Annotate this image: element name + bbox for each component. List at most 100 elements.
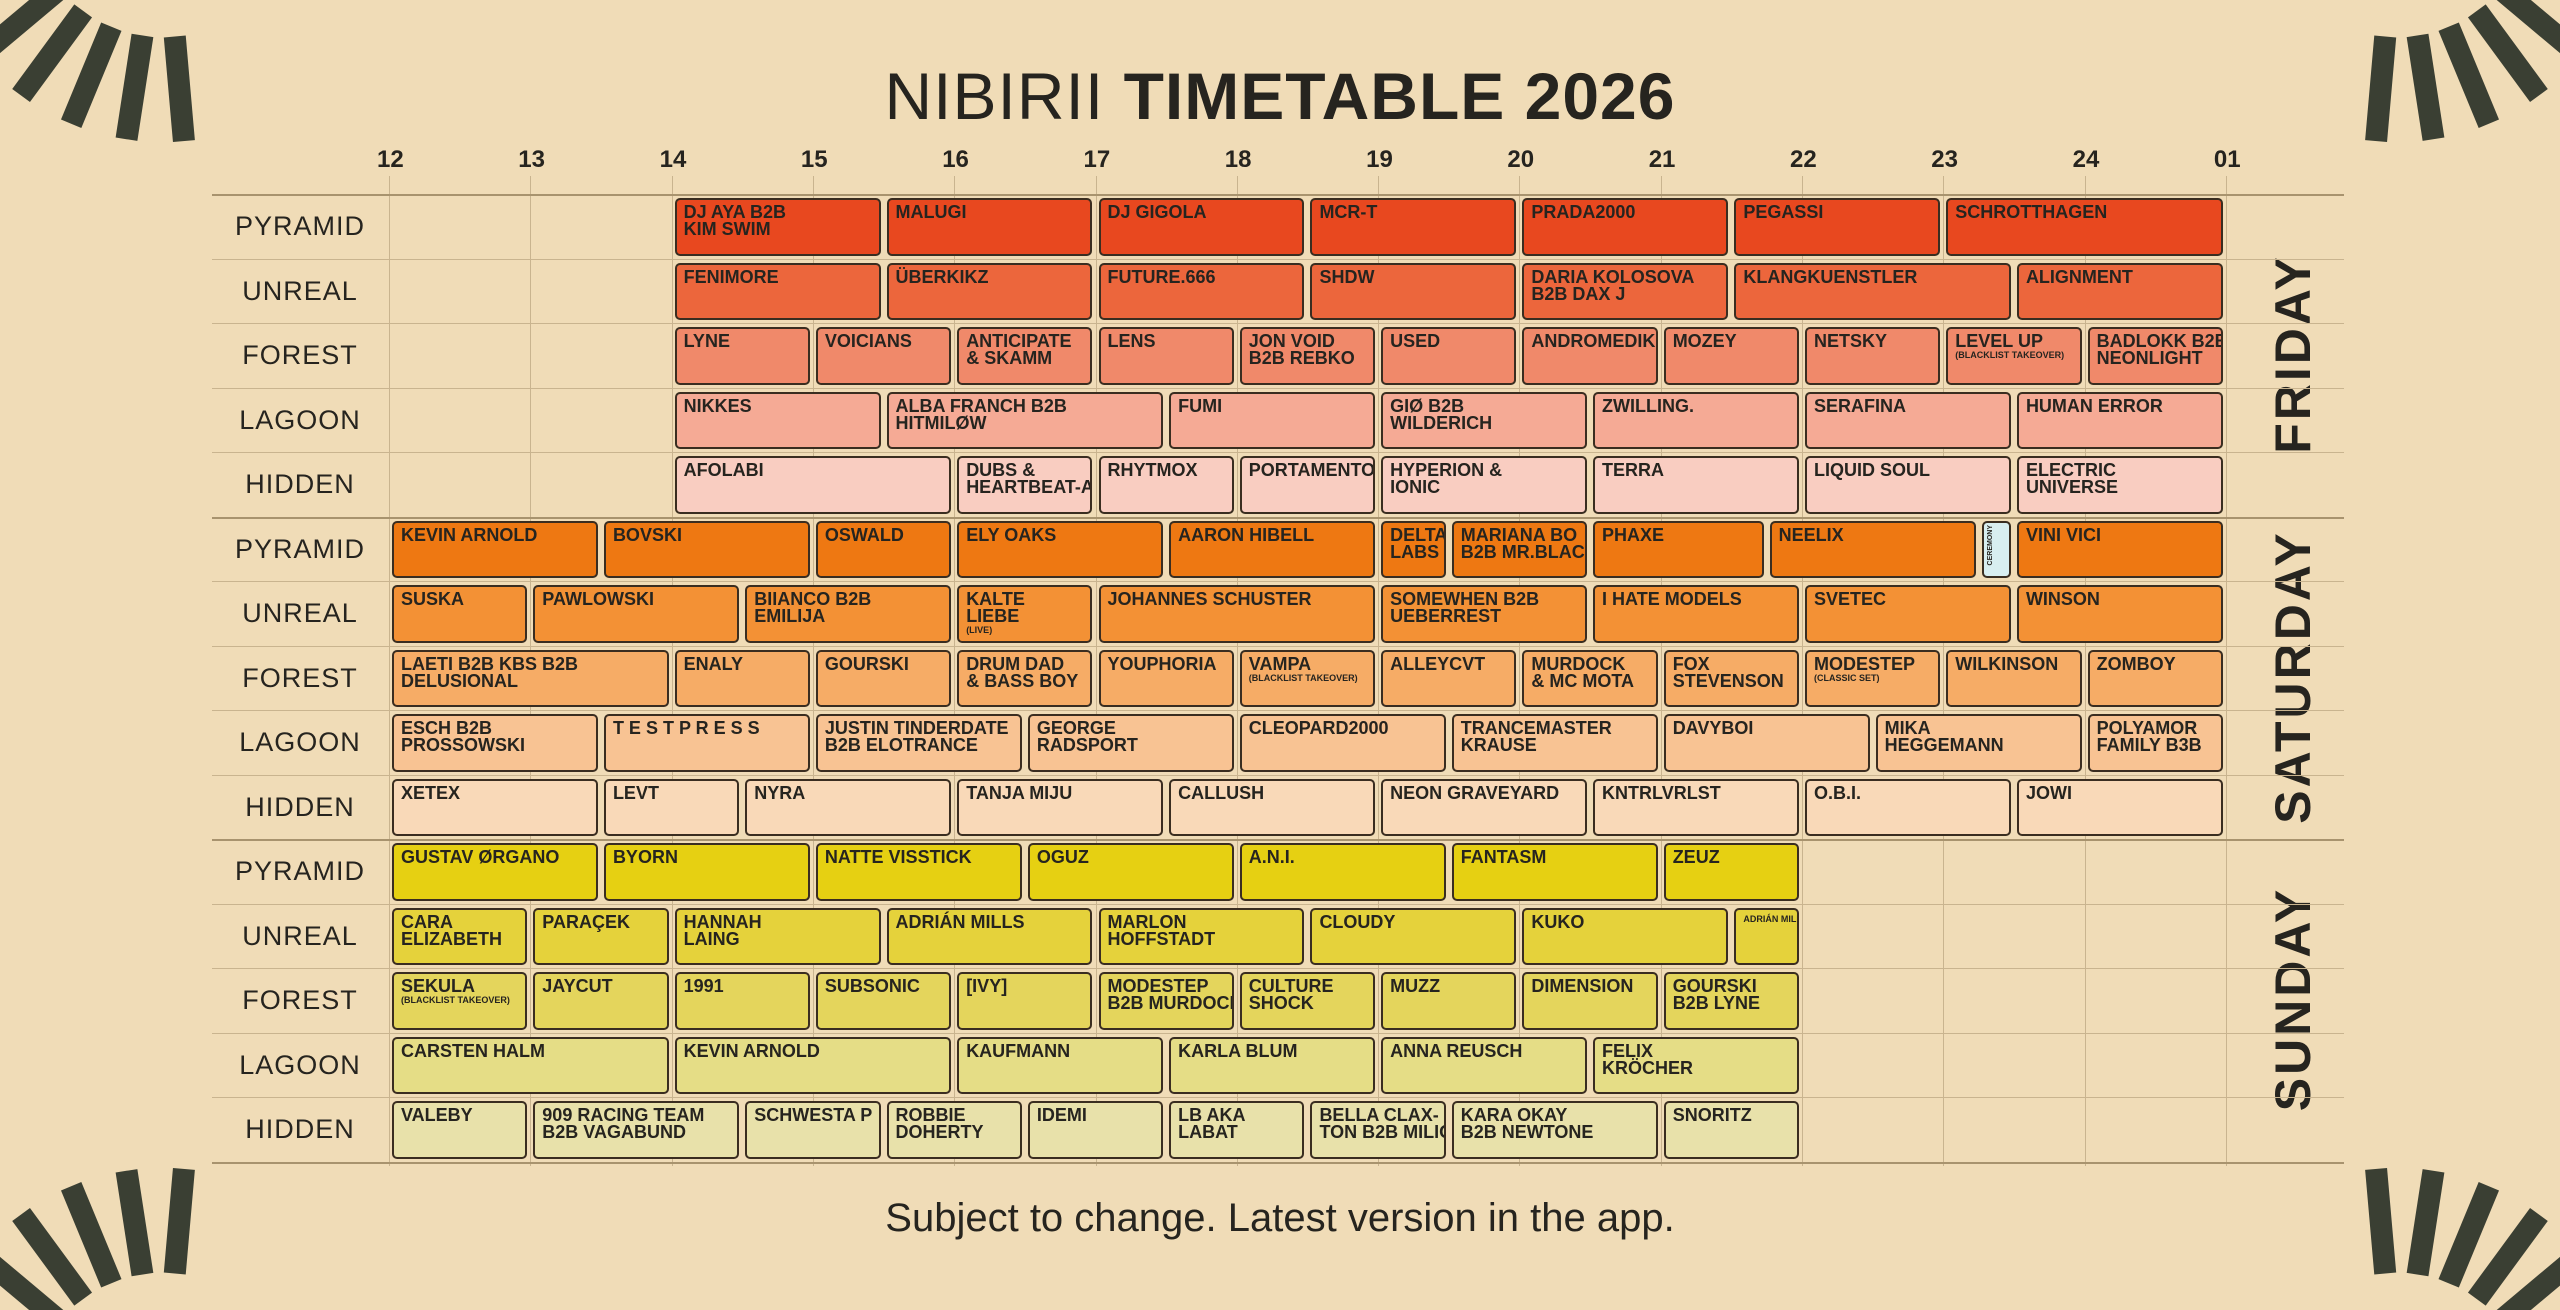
artist-name: B2B REBKO [1248,348,1355,368]
artist-name: STEVENSON [1672,670,1784,691]
set-block: CARA ELIZABETH [392,907,528,965]
artist-name: GEORGE [1036,718,1116,738]
artist-name: KNTRLVRLST [1602,782,1721,803]
set-block: XETEX [392,778,598,836]
set-block: FOX STEVENSON [1663,649,1799,707]
artist-name: LB AKA [1178,1105,1246,1125]
set-block: KARA OKAY B2B NEWTONE [1451,1101,1658,1159]
artist-name: LENS [1107,331,1156,351]
artist-name: TON B2B MILION [1319,1122,1443,1142]
stage-label: FOREST [242,662,358,693]
set-block: VINI VICI [2016,520,2223,578]
artist-name: SHOCK [1248,993,1314,1013]
sunburst-ray [2406,33,2445,141]
set-block: ENALY [674,649,810,707]
artist-name: LYNE [683,331,730,351]
artist-name: MODESTEP [1814,653,1916,674]
artist-name: AFOLABI [683,460,764,480]
grid-line [1236,176,1238,1166]
set-block: ROBBIE DOHERTY [886,1101,1022,1159]
set-block: KNTRLVRLST [1593,778,1799,836]
stage-label: FOREST [242,340,358,370]
hour-label: 12 [377,146,404,173]
artist-name: HOFFSTADT [1107,928,1216,949]
artist-name: LABS [1390,541,1440,562]
hour-label: 22 [1790,146,1817,173]
artist-name: CLEOPARD2000 [1248,718,1389,738]
artist-name: KAUFMANN [966,1040,1071,1061]
artist-name: KLANGKUENSTLER [1743,266,1918,287]
set-block: MARIANA BO B2B MR.BLACK [1451,520,1588,578]
artist-name: O.B.I. [1814,782,1862,803]
set-block: SCHROTTHAGEN [1946,198,2223,256]
sunburst-ray [2496,0,2560,54]
set-block: MALUGI [886,198,1093,256]
artist-name: NETSKY [1814,331,1888,351]
set-block: KLANGKUENSTLER [1734,262,2011,320]
set-block: USED [1381,327,1517,385]
stage-label: LAGOON [239,404,361,435]
set-block: BELLA CLAX-TON B2B MILION [1310,1101,1446,1159]
artist-name: WILKINSON [1955,653,2059,674]
set-block: MUZZ [1381,972,1517,1030]
set-block: LEVEL UP (BLACKLIST TAKEOVER) [1946,327,2082,385]
sunburst-ray [115,33,154,141]
artist-name: HEARTBEAT-A [966,477,1093,497]
grid-line [1095,176,1097,1166]
artist-name: IONIC [1390,477,1441,497]
artist-name: JOWI [2025,782,2072,803]
set-block: MODESTEP (CLASSIC SET) [1805,649,1941,707]
set-block: JON VOID B2B REBKO [1239,327,1376,385]
artist-name: FAMILY B3B [2096,735,2202,755]
hour-label: 13 [518,146,545,173]
artist-name: FELIX [1602,1040,1654,1061]
set-block: BADLOKK B2B NEONLIGHT [2087,327,2223,385]
sunburst-ray [2365,35,2397,143]
artist-name: SUBSONIC [824,976,920,996]
artist-name: & SKAMM [966,348,1053,368]
artist-name: ANTICIPATE [966,331,1072,351]
artist-name: SUSKA [401,589,465,609]
artist-name: VALEBY [401,1105,473,1125]
set-note: (BLACKLIST TAKEOVER) [1248,672,1358,683]
set-note: (LIVE) [966,625,993,635]
grid-line [389,176,390,1166]
artist-name: WINSON [2025,589,2100,609]
artist-name: GOURSKI [824,653,909,674]
artist-name: MUZZ [1390,976,1441,996]
set-block: FUMI [1169,391,1376,449]
artist-name: B2B VAGABUND [542,1122,686,1142]
artist-name: FUMI [1178,395,1223,416]
artist-name: ALIGNMENT [2025,266,2133,287]
artist-name: MODESTEP [1107,976,1209,996]
artist-name: LIEBE [966,606,1020,626]
artist-name: I HATE MODELS [1602,589,1742,609]
set-block: DIMENSION [1522,972,1658,1030]
artist-name: USED [1390,331,1441,351]
set-block: MODESTEP B2B MURDOCK [1098,972,1234,1030]
set-block: LB AKA LABAT [1169,1101,1305,1159]
set-block: GUSTAV ØRGANO [392,843,598,901]
grid-line [671,176,673,1166]
grid-line [1378,176,1380,1166]
artist-name: OGUZ [1036,847,1089,867]
sunburst-ray [2406,1169,2445,1277]
artist-name: TANJA MIJU [966,782,1073,803]
set-block: BIIANCO B2B EMILIJA [745,585,952,643]
artist-name: SCHWESTA P [754,1105,873,1125]
artist-name: ZEUZ [1672,847,1720,867]
artist-name: CARA [401,911,453,932]
sunburst-ray [115,1169,154,1277]
hour-label: 18 [1224,146,1252,173]
row-line [212,1032,2344,1034]
set-block: HUMAN ERROR [2016,391,2223,449]
artist-name: GIØ B2B [1390,395,1465,416]
set-block: 1991 [674,972,810,1030]
artist-name: DUBS & [966,460,1036,480]
artist-name: ALLEYCVT [1390,653,1486,674]
artist-name: LAETI B2B KBS B2B [401,653,579,674]
day-separator [212,194,2344,196]
artist-name: ALBA FRANCH B2B [895,395,1067,416]
footer: Subject to change. Latest version in the… [885,1196,1675,1240]
